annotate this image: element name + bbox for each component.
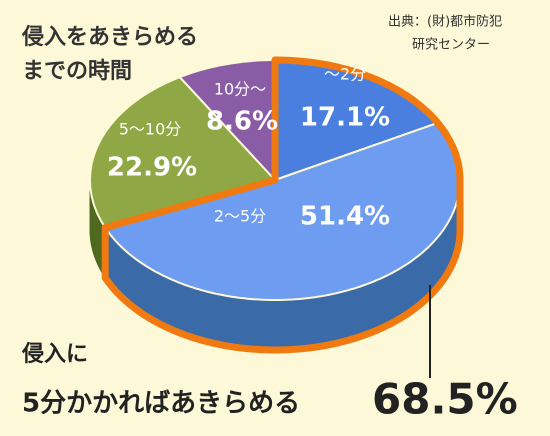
annotation: 侵入に — [21, 341, 88, 367]
highlight-outline — [101, 56, 464, 354]
slice-label: 10分〜 — [214, 80, 266, 99]
source: 出典：(財)都市防犯 — [388, 14, 502, 30]
slice-label: 〜2分 — [324, 65, 366, 84]
slice-label: 2〜5分 — [214, 207, 266, 226]
annotation: 5分かかればあきらめる — [22, 389, 300, 419]
source: 研究センター — [412, 38, 490, 53]
chart-title: 侵入をあきらめる — [21, 24, 198, 50]
value-label: 8.6% — [206, 107, 278, 137]
value-label: 17.1% — [300, 103, 390, 133]
value-label: 51.4% — [300, 202, 390, 232]
slice — [178, 59, 276, 183]
value-label: 22.9% — [107, 153, 197, 183]
slice-label: 5〜10分 — [119, 120, 182, 139]
pie: 〜2分 17.1% 2〜5分 51.4% 5〜10分 22.9% 10分〜 8.6% — [89, 56, 464, 354]
annotation-total: 68.5% — [372, 375, 518, 424]
chart-title: までの時間 — [22, 59, 132, 84]
